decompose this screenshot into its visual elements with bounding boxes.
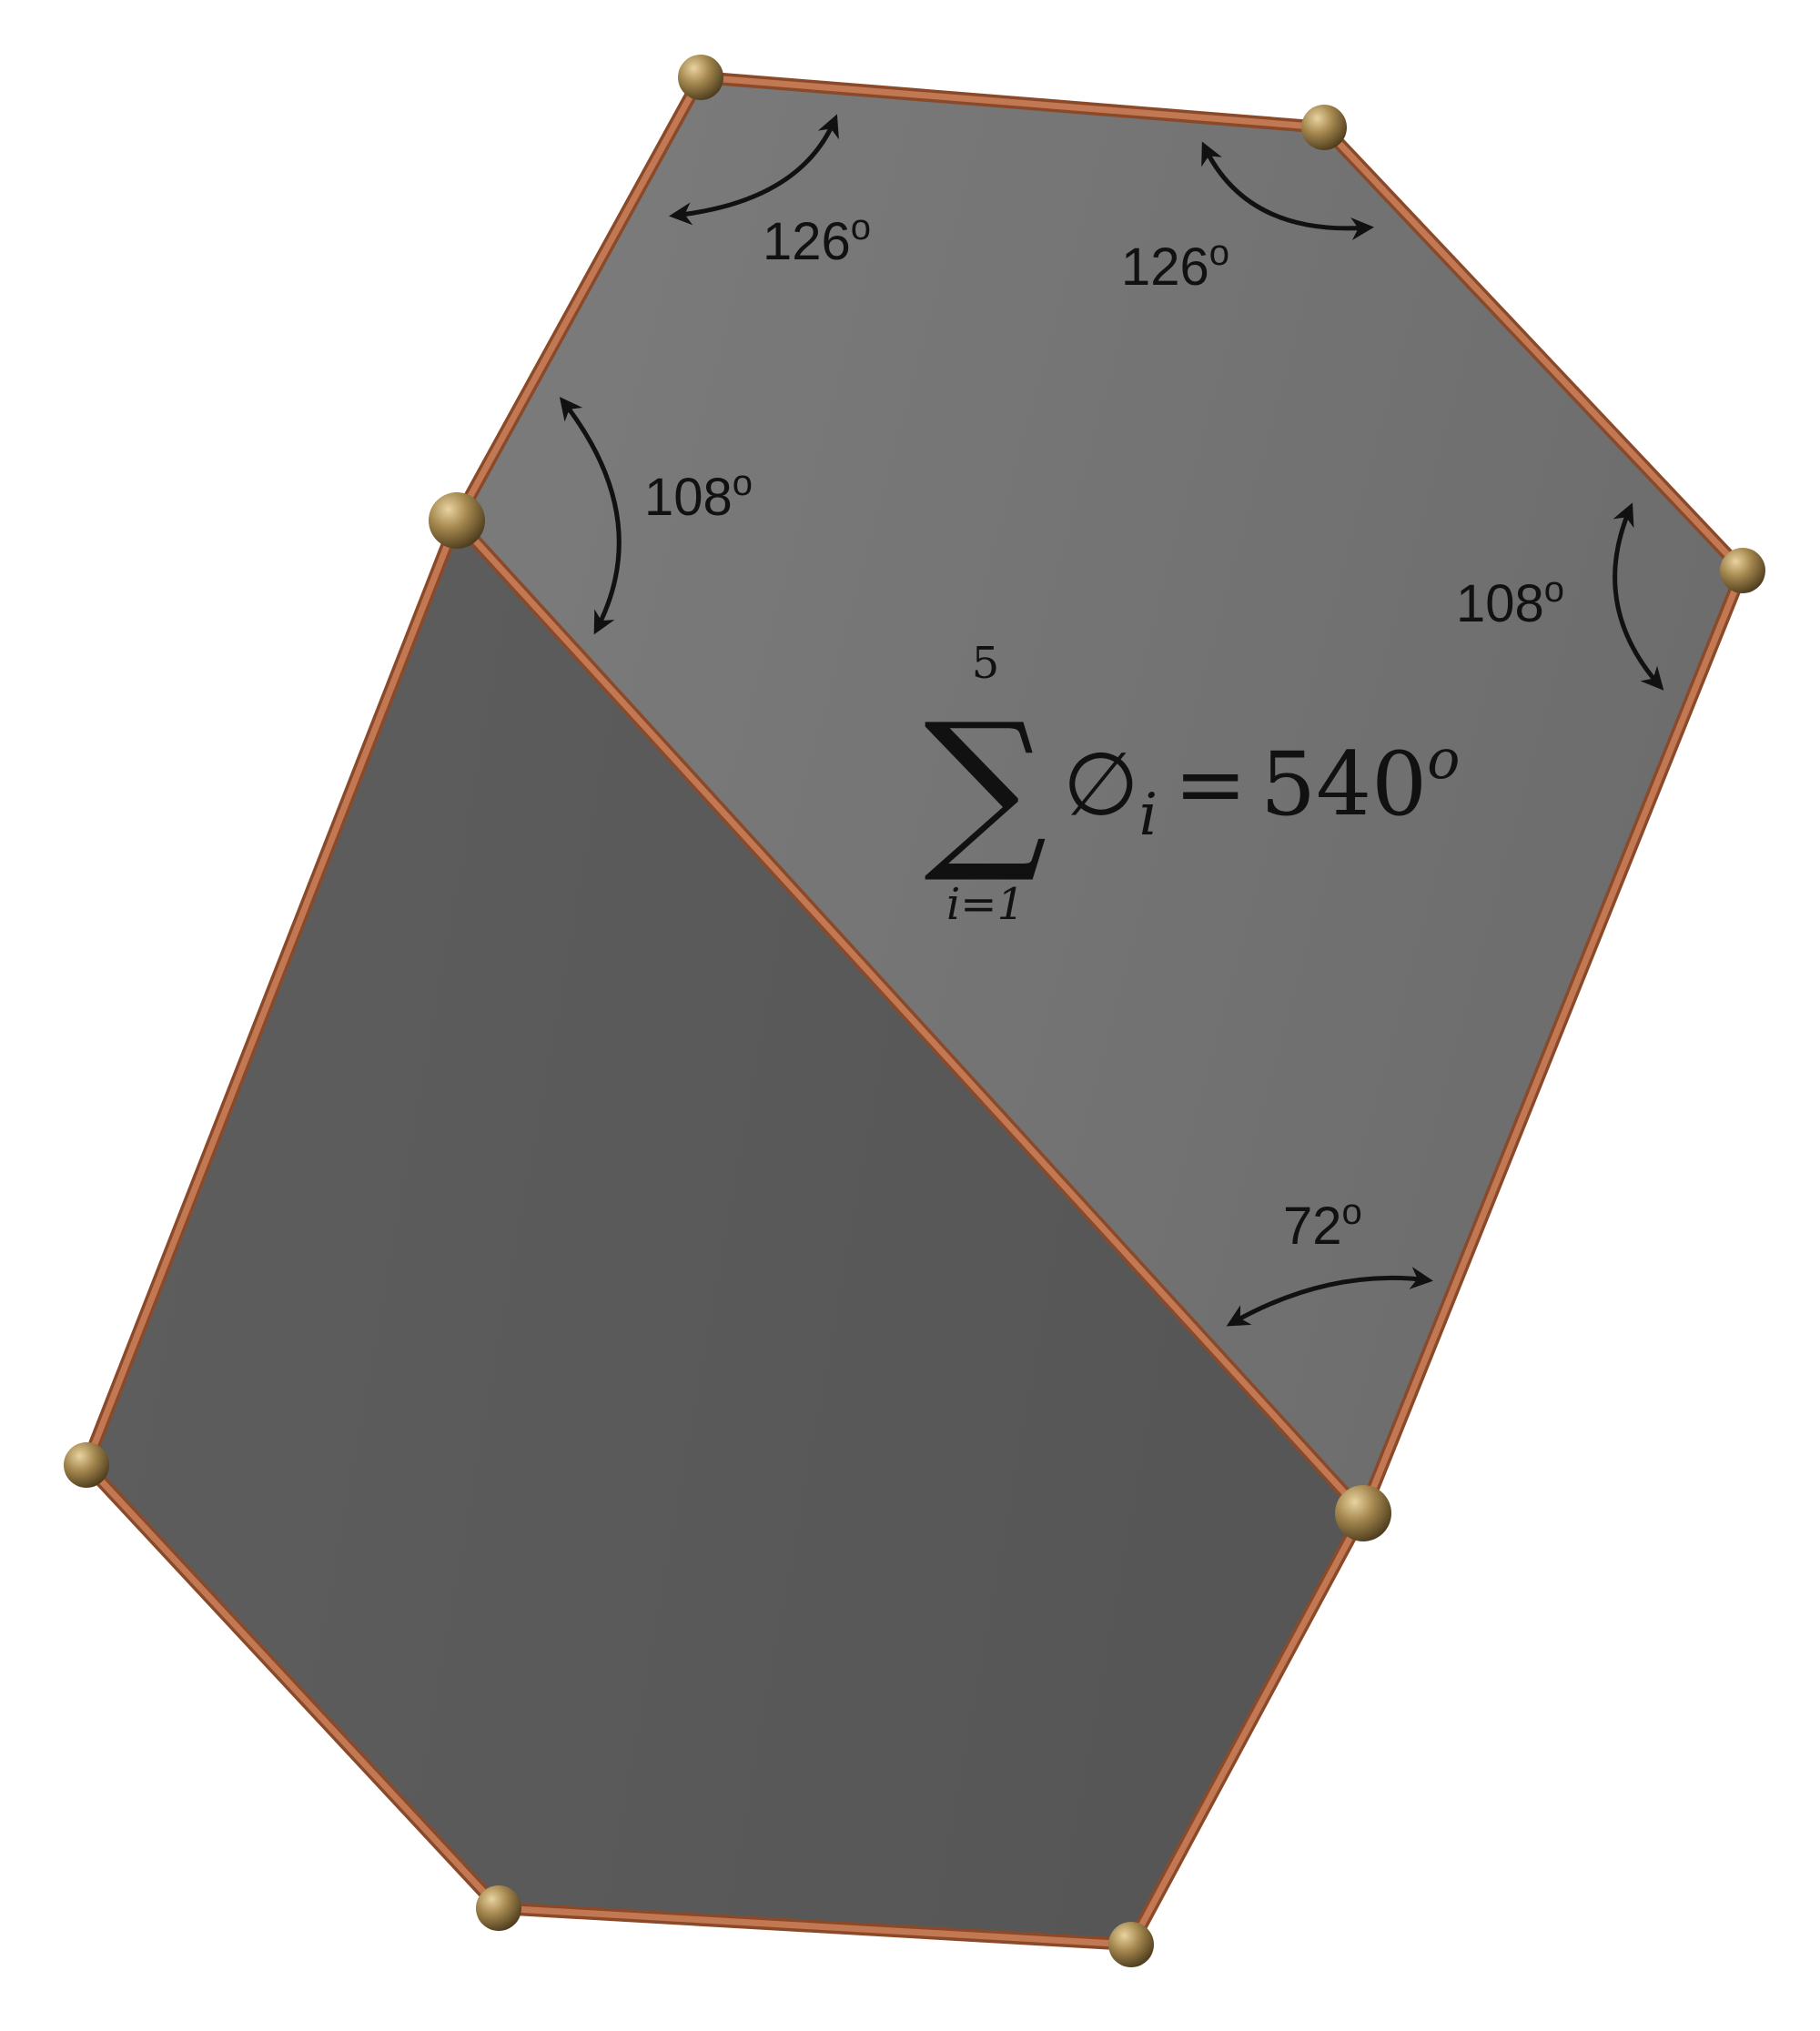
vertex-ball bbox=[678, 55, 723, 100]
angle-label-top-right: 126o bbox=[1121, 233, 1229, 297]
vertex-ball bbox=[1335, 1485, 1391, 1541]
arc-arrow-bottom bbox=[1226, 1267, 1433, 1327]
angle-label-right: 108o bbox=[1456, 570, 1564, 633]
angle-label-top-left: 126o bbox=[763, 207, 871, 271]
sum-upper-limit: 5 bbox=[972, 638, 1000, 689]
vertex-ball bbox=[64, 1442, 109, 1488]
upper-pentagon-face bbox=[457, 77, 1743, 1513]
angle-label-bottom: 72o bbox=[1283, 1192, 1362, 1256]
sum-term: ∅i bbox=[1063, 733, 1158, 849]
vertex-ball bbox=[1720, 548, 1765, 593]
lower-pentagon-face bbox=[86, 520, 1363, 1945]
angle-sum-formula: 5 ∑ i=1 ∅i = 540o bbox=[924, 638, 1460, 930]
arc-arrow-right bbox=[1613, 502, 1664, 691]
arc-arrow-top-left bbox=[669, 114, 839, 226]
diagonal-edge-highlight bbox=[453, 517, 1367, 1517]
angle-arrows bbox=[559, 114, 1664, 1327]
vertices bbox=[64, 55, 1765, 1967]
sum-symbol: ∑ bbox=[924, 686, 1047, 887]
vertex-ball bbox=[476, 1885, 521, 1931]
arc-arrow-left bbox=[559, 397, 622, 635]
angle-label-left: 108o bbox=[644, 463, 753, 527]
vertex-ball bbox=[1301, 105, 1347, 150]
equals-sign: = bbox=[1174, 733, 1247, 835]
sum-result: 540o bbox=[1260, 728, 1460, 835]
vertex-ball bbox=[429, 492, 485, 549]
vertex-ball bbox=[1108, 1922, 1154, 1967]
sum-lower-limit: i=1 bbox=[946, 879, 1025, 930]
arc-arrow-top-right bbox=[1201, 141, 1374, 240]
